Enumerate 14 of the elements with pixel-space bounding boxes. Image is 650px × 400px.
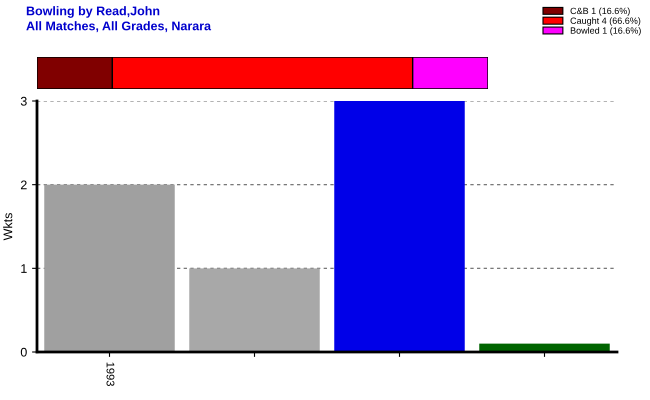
bar — [334, 101, 465, 352]
y-tick-label: 0 — [20, 348, 27, 357]
chart-title: Bowling by Read,John — [26, 6, 160, 18]
y-tick-label: 3 — [20, 96, 27, 106]
y-tick-label: 2 — [20, 180, 27, 190]
legend-label: C&B 1 (16.6%) — [570, 7, 630, 16]
x-tick-label: 1993 — [106, 362, 114, 386]
chart-subtitle: All Matches, All Grades, Narara — [26, 21, 212, 32]
legend-label: Caught 4 (66.6%) — [570, 17, 640, 26]
legend-label: Bowled 1 (16.6%) — [570, 27, 641, 36]
y-axis-title: Wkts — [3, 213, 12, 240]
y-tick-label: 1 — [21, 264, 27, 273]
bar — [44, 184, 175, 352]
bar — [189, 268, 320, 352]
